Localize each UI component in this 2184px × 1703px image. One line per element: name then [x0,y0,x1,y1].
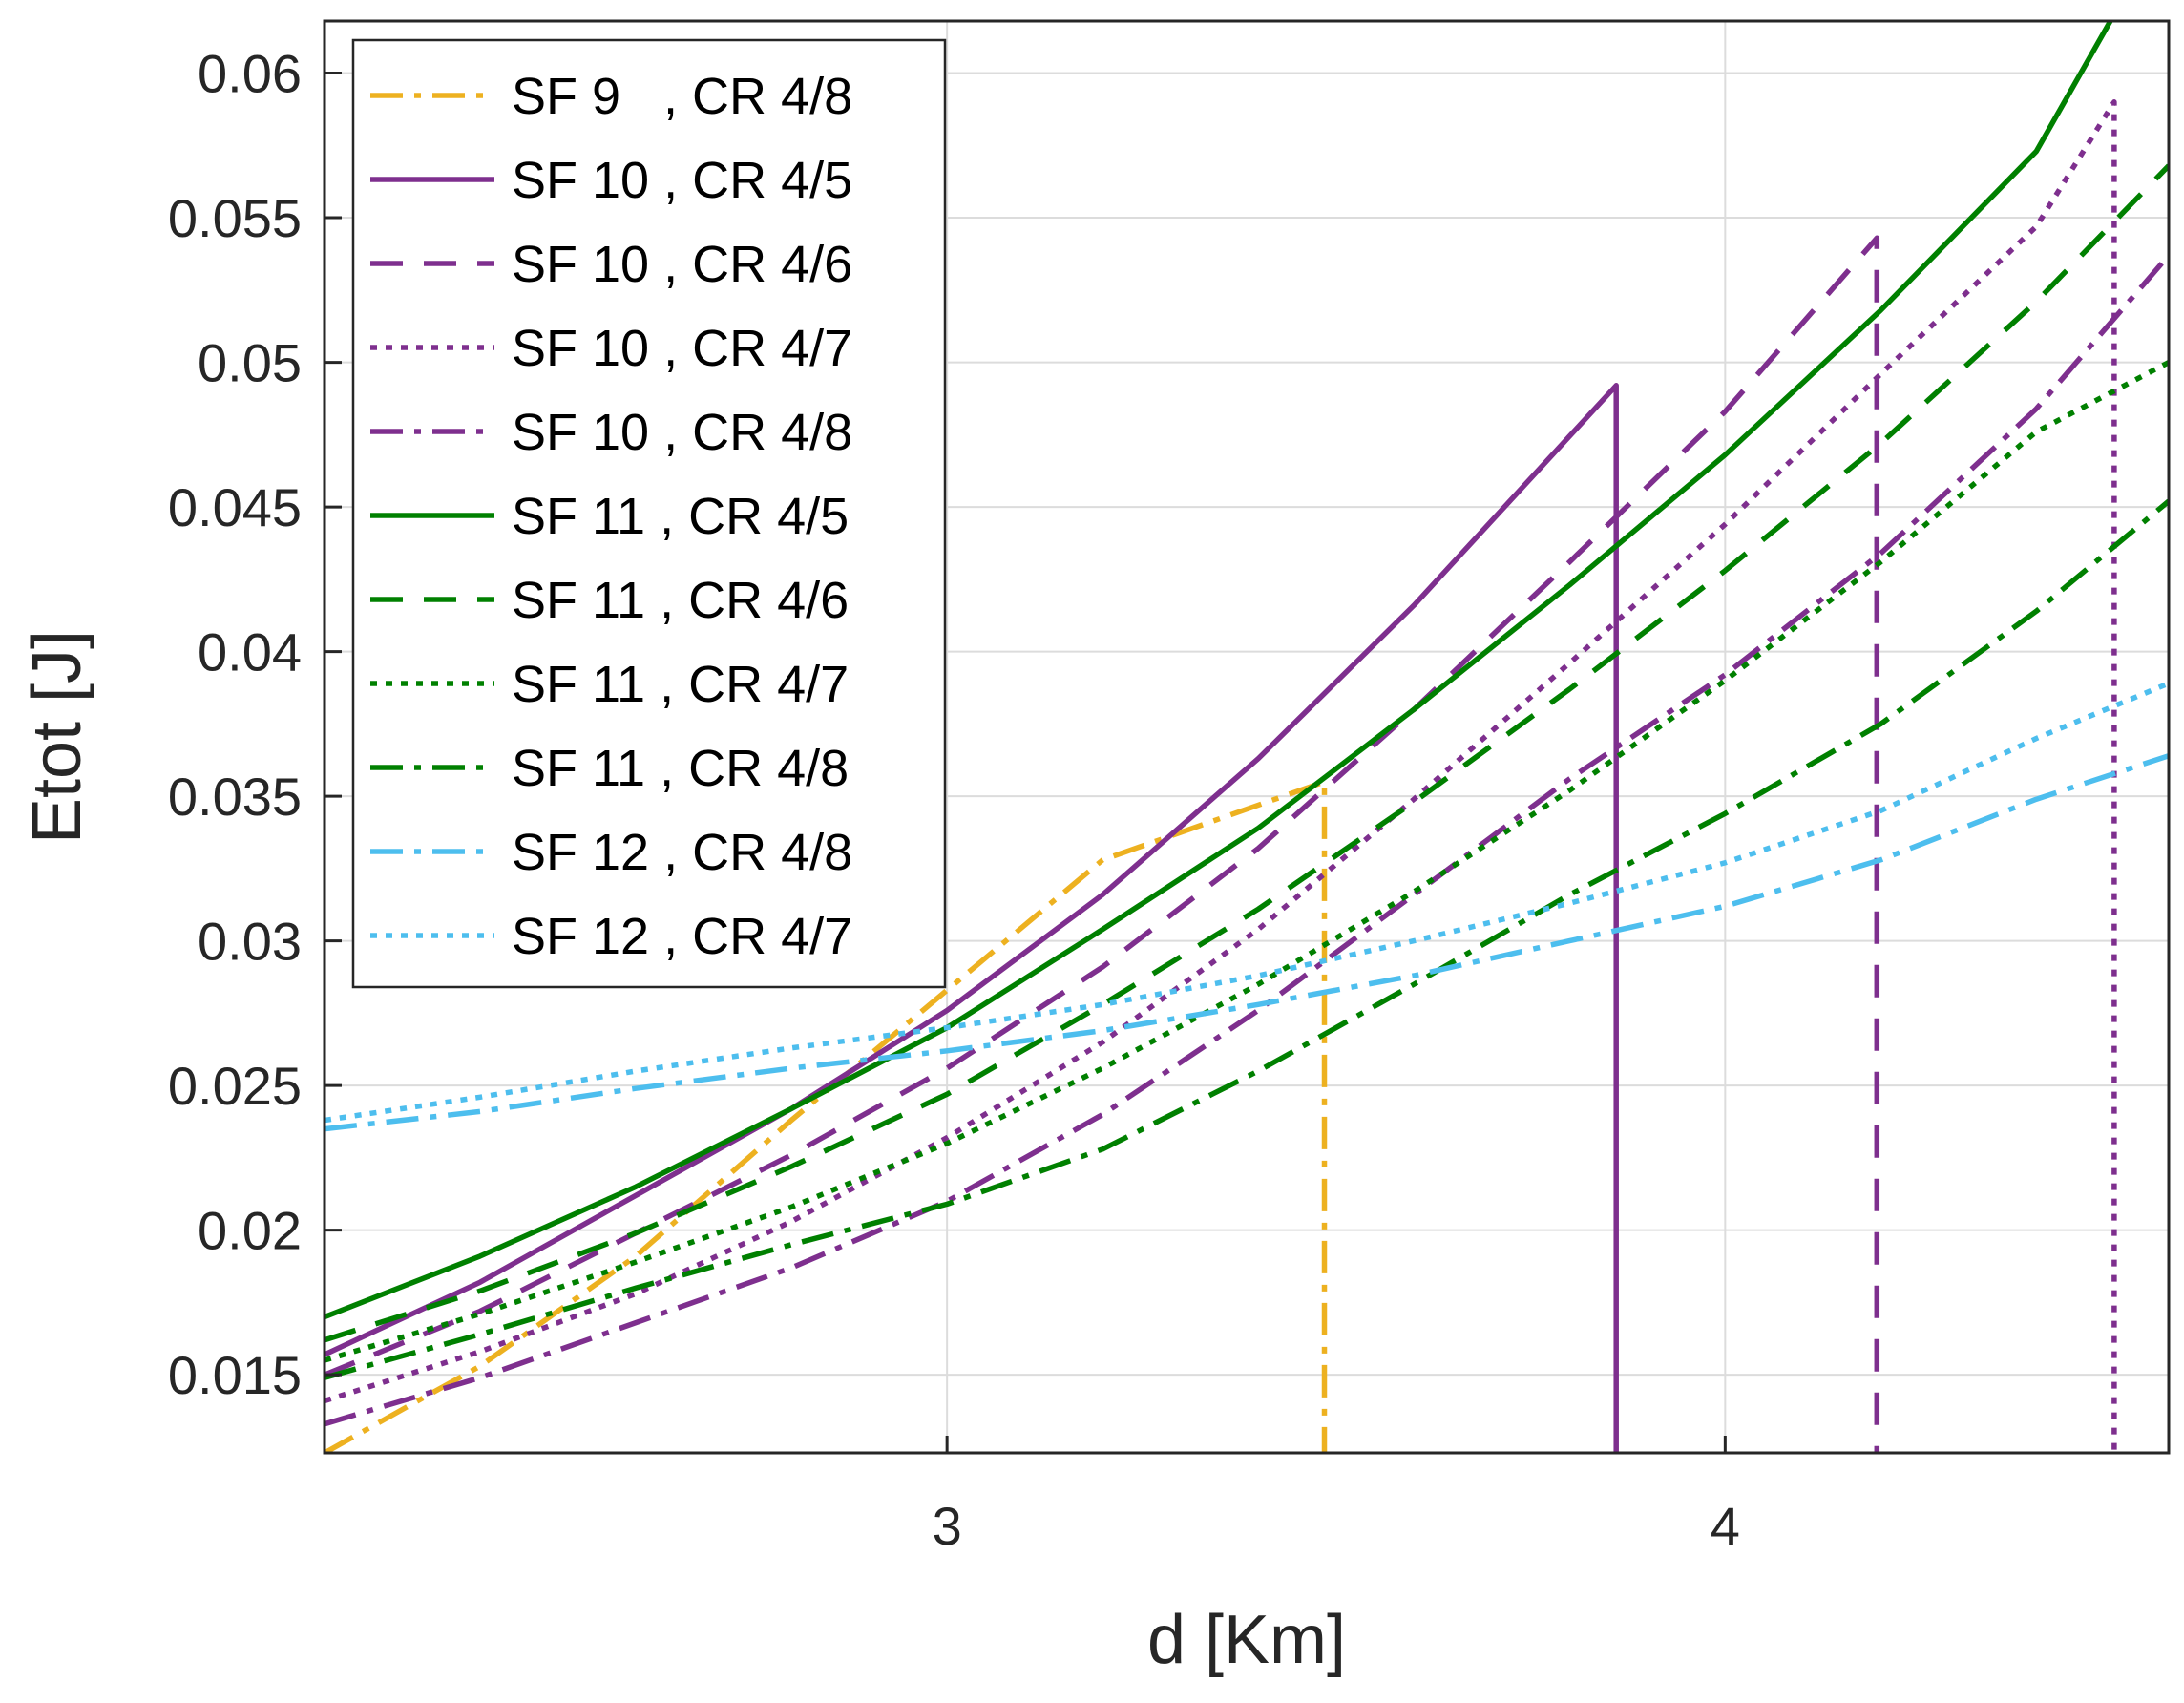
x-grid [946,21,1727,1453]
y-tick-label: 0.02 [198,1201,302,1261]
series-layer [325,21,2169,1453]
y-tick-label: 0.05 [198,333,302,393]
x-axis-label: d [Km] [1147,1602,1346,1678]
series-line-11 [325,681,2169,1124]
y-axis-label: Etot [J] [19,630,95,844]
y-tick-label: 0.015 [168,1345,302,1405]
x-tick-label: 3 [933,1496,962,1556]
y-tick-label: 0.03 [198,912,302,972]
series-line-1 [325,779,1328,1453]
y-tick-label: 0.035 [168,767,302,827]
y-tick-label: 0.045 [168,477,302,537]
series-line-6 [325,21,2113,1320]
legend-label-1: SF 9 , CR 4/8 [512,68,852,125]
y-tick-label: 0.06 [198,44,302,104]
series-line-2 [325,383,1619,1453]
legend-label-7: SF 11 , CR 4/6 [512,572,849,629]
legend-label-6: SF 11 , CR 4/5 [512,488,849,545]
y-tick-label: 0.04 [198,622,302,683]
legend-label-3: SF 10 , CR 4/6 [512,236,852,293]
legend-label-5: SF 10 , CR 4/8 [512,404,852,461]
series-line-9 [325,498,2169,1380]
legend-label-11: SF 12 , CR 4/7 [512,908,852,965]
series-line-7 [325,163,2169,1343]
y-axis: 0.015 0.02 0.025 0.03 0.035 0.04 0.045 0.05 0.05… [168,44,342,1405]
legend-label-2: SF 10 , CR 4/5 [512,152,852,209]
legend-label-4: SF 10 , CR 4/7 [512,320,852,377]
legend-label-8: SF 11 , CR 4/7 [512,656,849,713]
series-line-8 [325,360,2169,1363]
y-tick-label: 0.025 [168,1056,302,1116]
x-tick-label: 4 [1711,1496,1740,1556]
legend: SF 9 , CR 4/8 SF 10 , CR 4/5 SF 10 , CR 4/… [351,38,947,989]
legend-label-10: SF 12 , CR 4/8 [512,824,852,881]
y-tick-label: 0.055 [168,188,302,248]
series-line-3 [325,235,1880,1453]
plot-frame [323,19,2171,1455]
legend-label-9: SF 11 , CR 4/8 [512,740,849,797]
series-line-5 [325,253,2169,1427]
series-line-10 [325,753,2169,1132]
series-line-4 [325,99,2117,1453]
